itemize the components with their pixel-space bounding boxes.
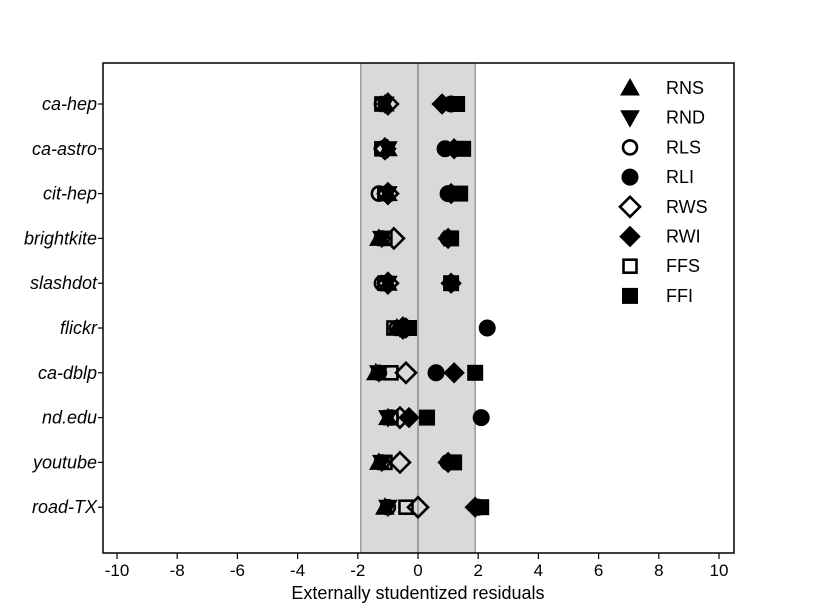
category-label: flickr <box>60 318 98 338</box>
legend-marker-rls <box>621 139 639 156</box>
point-ffs-brightkite <box>377 230 393 247</box>
point-rwi-ca-dblp <box>443 362 465 384</box>
x-tick-label: 2 <box>473 561 482 580</box>
point-ffs-ca-hep <box>374 96 390 112</box>
x-tick-label: -4 <box>290 561 305 580</box>
point-ffi-youtube <box>446 454 463 471</box>
legend-marker-ffs <box>622 258 638 275</box>
x-tick-label: -2 <box>350 561 365 580</box>
x-tick-label: -8 <box>170 561 185 580</box>
x-axis-title: Externally studentized residuals <box>291 583 544 603</box>
legend-label-rnd: RND <box>666 108 705 128</box>
point-ffi-nd.edu <box>419 409 436 426</box>
legend-marker-rws <box>618 194 642 219</box>
point-rws-ca-dblp <box>394 360 418 385</box>
x-tick-label: 4 <box>534 561 543 580</box>
point-ffs-nd.edu <box>383 409 399 426</box>
point-ffs-ca-astro <box>374 141 390 157</box>
legend-label-rwi: RWI <box>666 227 701 247</box>
marker-layer <box>366 92 496 520</box>
point-ffi-cit-hep <box>452 185 469 202</box>
point-ffi-flickr <box>400 320 417 336</box>
y-axis: ca-hep ca-astro cit-hep brightkite slashdot f… <box>24 94 103 517</box>
category-label: ca-dblp <box>38 363 97 383</box>
point-rli-nd.edu <box>472 409 490 427</box>
category-label: youtube <box>31 452 97 472</box>
point-rli-flickr <box>478 319 496 337</box>
legend-label-rli: RLI <box>666 167 694 187</box>
point-rwi-ca-hep <box>431 93 453 115</box>
point-ffs-slashdot <box>377 275 393 292</box>
point-ffi-road-TX <box>473 499 490 516</box>
point-ffi-ca-hep <box>449 96 466 112</box>
x-tick-label: 0 <box>413 561 422 580</box>
category-label: ca-astro <box>32 139 97 159</box>
category-label: ca-hep <box>42 94 97 114</box>
legend-marker-ffi <box>622 287 638 304</box>
band-layer <box>360 63 476 553</box>
point-ffi-brightkite <box>443 230 460 247</box>
x-axis: -10 -8 -6 -4 -2 0 2 4 6 8 10 <box>105 553 729 580</box>
legend-marker-rns <box>620 77 640 96</box>
point-ffs-flickr <box>386 320 402 336</box>
legend-label-rws: RWS <box>666 197 708 217</box>
x-tick-label: 10 <box>710 561 729 580</box>
point-ffs-road-TX <box>398 499 414 516</box>
point-rls-road-TX <box>379 498 397 516</box>
point-ffi-slashdot <box>443 275 460 292</box>
legend-label-ffs: FFS <box>666 256 700 276</box>
legend-label-rns: RNS <box>666 78 704 98</box>
point-ffi-ca-astro <box>455 140 472 157</box>
point-rli-ca-dblp <box>427 364 445 382</box>
legend: RNS RND RLS RLI RWS RWI FFS FFI <box>618 77 708 306</box>
point-rws-brightkite <box>382 226 406 251</box>
point-ffs-ca-dblp <box>383 364 399 381</box>
x-tick-label: -10 <box>105 561 130 580</box>
category-label: slashdot <box>30 273 98 293</box>
legend-marker-rnd <box>620 110 640 128</box>
category-label: cit-hep <box>43 184 97 204</box>
point-ffi-ca-dblp <box>467 364 484 381</box>
point-rwi-nd.edu <box>398 406 420 429</box>
point-rws-slashdot <box>376 271 400 296</box>
x-tick-label: -6 <box>230 561 245 580</box>
point-rws-ca-hep <box>376 92 400 116</box>
point-rws-cit-hep <box>376 181 400 206</box>
legend-marker-rli <box>621 168 639 186</box>
x-tick-label: 6 <box>594 561 603 580</box>
point-rws-ca-astro <box>373 136 397 161</box>
category-label: brightkite <box>24 228 97 248</box>
legend-marker-rwi <box>619 225 641 248</box>
point-ffs-youtube <box>377 454 393 471</box>
legend-label-ffi: FFI <box>666 286 693 306</box>
point-rls-ca-dblp <box>370 364 388 382</box>
point-rws-youtube <box>388 450 412 475</box>
legend-label-rls: RLS <box>666 137 701 157</box>
category-label: road-TX <box>32 497 98 517</box>
point-ffs-cit-hep <box>377 185 393 202</box>
category-label: nd.edu <box>42 408 97 428</box>
x-tick-label: 8 <box>654 561 663 580</box>
